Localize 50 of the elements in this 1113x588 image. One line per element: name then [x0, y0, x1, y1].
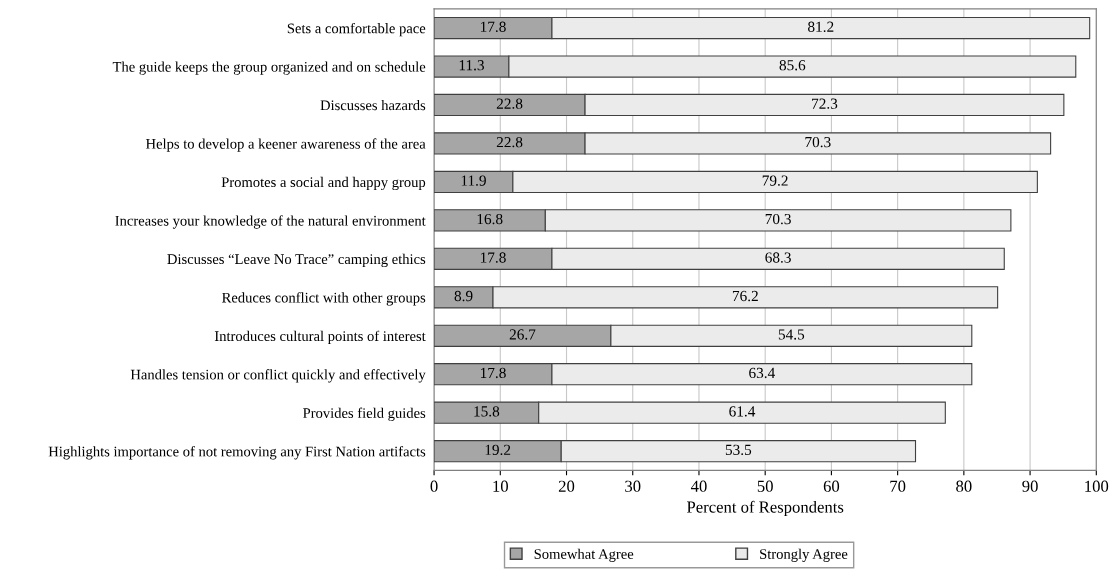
x-tick-label: 90 [1022, 480, 1038, 492]
data-label: 72.3 [812, 98, 838, 109]
y-tick-label: Discusses “Leave No Trace” camping ethics [167, 253, 426, 268]
x-tick-label: 50 [757, 480, 773, 492]
data-label: 22.8 [496, 98, 523, 109]
y-tick-label: Provides field guides [303, 407, 426, 421]
y-tick-label: Increases your knowledge of the natural environment [115, 215, 426, 229]
data-label: 8.9 [454, 290, 473, 302]
data-label: 11.3 [459, 60, 484, 71]
data-label: 61.4 [729, 406, 756, 417]
y-tick-label: Handles tension or conflict quickly and effectively [130, 369, 426, 383]
y-tick-label: Highlights importance of not removing any First Nation artifacts [48, 446, 426, 460]
data-label: 85.6 [779, 60, 806, 71]
y-tick-label: The guide keeps the group organized and on schedule [112, 61, 426, 75]
x-tick-label: 100 [1085, 480, 1109, 492]
legend-label: Somewhat Agree [534, 548, 634, 562]
x-tick-label: 80 [956, 480, 972, 492]
data-label: 79.2 [762, 175, 788, 186]
legend-label: Strongly Agree [760, 548, 848, 562]
y-tick-label: Introduces cultural points of interest [214, 330, 426, 345]
data-label: 76.2 [732, 290, 758, 302]
data-label: 63.4 [749, 367, 776, 379]
y-tick-label: Discusses hazards [320, 99, 426, 111]
data-label: 19.2 [485, 444, 511, 456]
data-label: 16.8 [477, 213, 503, 225]
x-axis-title: Percent of Respondents [686, 500, 844, 517]
x-tick-label: 40 [690, 480, 707, 492]
data-label: 53.5 [725, 444, 752, 456]
data-label: 11.9 [461, 175, 486, 186]
data-label: 17.8 [480, 21, 506, 32]
data-label: 81.2 [808, 21, 834, 32]
y-tick-label: Sets a comfortable pace [287, 22, 426, 37]
x-tick-label: 70 [890, 480, 906, 492]
x-tick-label: 60 [823, 480, 840, 492]
data-label: 70.3 [765, 213, 791, 225]
x-tick-label: 20 [558, 480, 575, 492]
x-tick-label: 10 [493, 480, 508, 492]
y-tick-label: Promotes a social and happy group [221, 176, 426, 191]
x-tick-label: 30 [625, 480, 641, 492]
data-label: 15.8 [474, 406, 500, 417]
data-label: 17.8 [480, 367, 506, 379]
data-label: 70.3 [805, 136, 831, 148]
data-label: 54.5 [778, 329, 805, 340]
x-tick-label: 0 [430, 480, 438, 492]
y-tick-label: Reduces conflict with other groups [222, 292, 426, 306]
y-tick-label: Helps to develop a keener awareness of the area [145, 138, 426, 152]
data-label: 22.8 [496, 136, 523, 148]
data-label: 17.8 [480, 252, 506, 263]
data-label: 26.7 [509, 329, 536, 340]
data-label: 68.3 [765, 252, 791, 263]
